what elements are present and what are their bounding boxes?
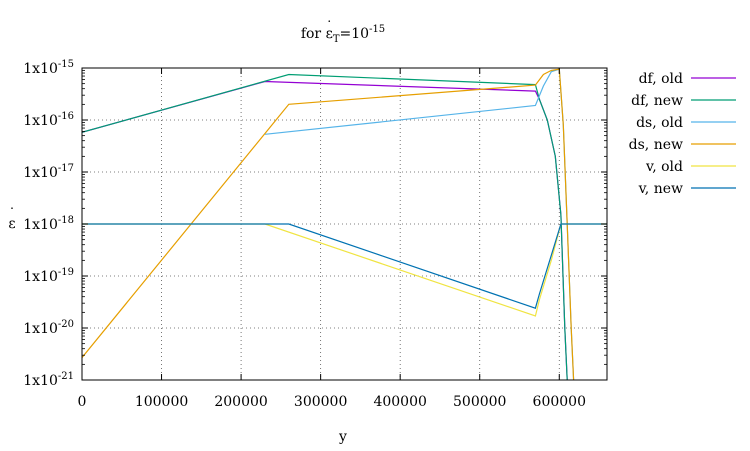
y-axis-label: ε ˙ (8, 206, 15, 232)
y-tick-label: 1x10-21 (23, 371, 74, 389)
x-axis-label: y (338, 429, 347, 445)
y-tick-label: 1x10-18 (23, 215, 74, 233)
title-dot: ˙ (326, 19, 333, 35)
series-line-ds-old (264, 68, 575, 380)
series-line-v-new (82, 223, 607, 309)
y-tick-label: 1x10-17 (23, 163, 74, 181)
title-exponent: -15 (369, 24, 385, 35)
title-subscript: T (333, 34, 340, 45)
series-layer (82, 68, 607, 380)
y-tick-label: 1x10-15 (23, 59, 74, 77)
series-line-v-old (82, 223, 607, 317)
legend-label-ds-new: ds, new (629, 137, 683, 153)
x-tick-label: 400000 (373, 394, 426, 410)
x-tick-label: 100000 (135, 394, 188, 410)
y-tick-label: 1x10-16 (23, 111, 74, 129)
y-axis-label-dot: ˙ (9, 206, 16, 222)
legend: df, old df, new ds, old ds, new v, old v, new (629, 71, 736, 197)
tick-layer: 0 100000 200000 300000 400000 500000 600000 1x1… (23, 59, 607, 410)
x-tick-label: 500000 (453, 394, 506, 410)
y-tick-label: 1x10-19 (23, 267, 74, 285)
x-tick-label: 0 (78, 394, 87, 410)
x-tick-label: 300000 (294, 394, 347, 410)
x-tick-label: 200000 (214, 394, 267, 410)
legend-label-ds-old: ds, old (636, 115, 683, 131)
legend-label-v-new: v, new (638, 181, 683, 197)
y-axis-label-symbol: ε (8, 216, 15, 232)
chart-title: for εT=10-15 (301, 24, 385, 45)
series-line-df-old (82, 80, 568, 380)
y-tick-label: 1x10-20 (23, 319, 74, 337)
title-epsilon: ε (326, 26, 333, 42)
series-line-df-new (82, 73, 568, 380)
series-line-ds-new (82, 68, 575, 380)
legend-label-df-new: df, new (631, 93, 683, 109)
legend-label-df-old: df, old (639, 71, 683, 87)
x-tick-label: 600000 (533, 394, 586, 410)
legend-label-v-old: v, old (645, 159, 683, 175)
